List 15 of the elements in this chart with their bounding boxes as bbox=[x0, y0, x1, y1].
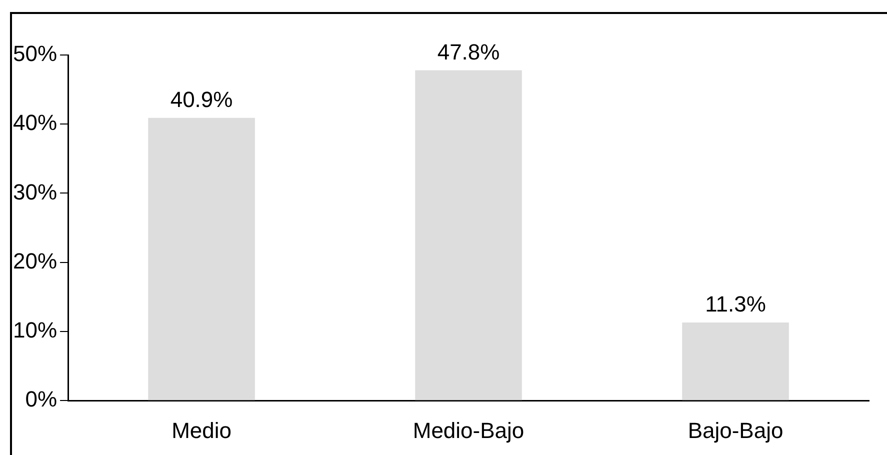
y-tick-label: 20% bbox=[12, 248, 58, 274]
bar bbox=[148, 118, 255, 400]
data-label: 11.3% bbox=[705, 292, 766, 317]
y-tick-label: 50% bbox=[12, 41, 58, 66]
bar bbox=[682, 322, 789, 400]
data-label: 40.9% bbox=[170, 86, 233, 112]
y-tick-label: 30% bbox=[12, 179, 58, 204]
x-tick-label: Bajo-Bajo bbox=[688, 418, 784, 443]
y-tick-label: 10% bbox=[12, 318, 58, 343]
x-tick-label: Medio-Bajo bbox=[412, 418, 524, 443]
data-label: 47.8% bbox=[437, 39, 500, 64]
y-tick-label: 0% bbox=[25, 386, 58, 412]
y-tick-label: 40% bbox=[12, 110, 58, 136]
bar bbox=[415, 70, 522, 400]
x-tick-label: Medio bbox=[172, 418, 232, 443]
